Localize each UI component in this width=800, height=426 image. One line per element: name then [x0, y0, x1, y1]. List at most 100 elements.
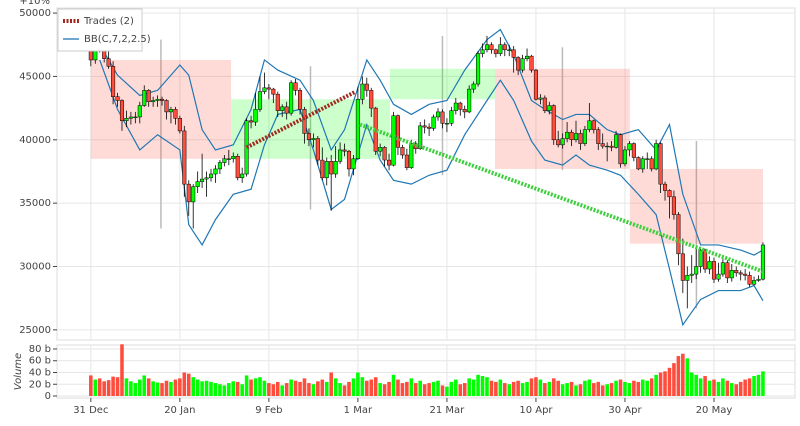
- candle-body: [596, 129, 601, 144]
- volume-bar: [716, 381, 721, 397]
- volume-bar: [186, 373, 191, 397]
- candle-body: [346, 150, 352, 170]
- candle-body: [222, 158, 227, 163]
- candle-body: [315, 138, 320, 161]
- volume-bar: [400, 383, 405, 397]
- candle-body: [573, 133, 579, 141]
- candle-body: [400, 147, 405, 156]
- volume-bar: [507, 384, 512, 397]
- volume-bar: [689, 372, 694, 397]
- volume-bar: [173, 379, 178, 397]
- volume-bar: [275, 381, 280, 397]
- volume-bar: [155, 382, 160, 397]
- volume-bar: [445, 386, 449, 397]
- legend-label: Trades (2): [83, 16, 134, 27]
- volume-bar: [195, 379, 200, 397]
- y-tick-label: 25000: [19, 325, 51, 336]
- volume-bar: [267, 383, 271, 397]
- candle-body: [618, 134, 623, 165]
- volume-bar: [721, 378, 725, 397]
- y-tick-label: 45000: [19, 71, 51, 82]
- candle-body: [391, 115, 396, 166]
- candle-body: [404, 154, 409, 168]
- candle-body: [231, 156, 236, 160]
- volume-bar: [503, 383, 507, 397]
- candle-body: [622, 149, 627, 165]
- x-tick-label: 20 Jan: [164, 405, 195, 416]
- volume-bar: [436, 380, 440, 397]
- y-tick-label: 30000: [19, 262, 51, 273]
- y-tick-label: 80 b: [29, 344, 51, 355]
- candle-body: [547, 105, 552, 111]
- candle-body: [658, 143, 663, 185]
- volume-bar: [560, 384, 565, 397]
- volume-bar: [164, 380, 169, 397]
- volume-bar: [587, 379, 592, 397]
- candle-body: [235, 156, 240, 179]
- volume-bar: [658, 372, 663, 397]
- volume-bar: [329, 372, 333, 397]
- volume-bar: [146, 378, 151, 397]
- candle-body: [435, 111, 441, 118]
- volume-bar: [592, 383, 596, 397]
- candle-body: [565, 131, 570, 139]
- volume-bar: [476, 374, 480, 397]
- volume-bar: [244, 375, 249, 397]
- x-tick-label: 1 Mar: [344, 405, 373, 416]
- volume-bar: [703, 376, 707, 397]
- candle-body: [213, 168, 218, 175]
- y-tick-label: 40000: [19, 135, 51, 146]
- candle-body: [240, 173, 245, 179]
- volume-bar: [133, 383, 138, 397]
- candle-body: [449, 110, 454, 124]
- volume-bar: [356, 372, 360, 397]
- candle-body: [409, 143, 414, 168]
- x-tick-label: 20 May: [696, 405, 733, 416]
- volume-bar: [565, 383, 569, 397]
- volume-bar: [231, 381, 236, 397]
- candle-body: [747, 275, 752, 285]
- candle-body: [133, 116, 138, 119]
- volume-bar: [178, 378, 182, 397]
- candle-body: [137, 105, 142, 118]
- candle-body: [387, 159, 392, 166]
- volume-bar: [498, 379, 503, 397]
- candle-body: [614, 134, 619, 148]
- volume-bar: [124, 378, 129, 397]
- candle-body: [636, 157, 641, 170]
- volume-bar: [534, 377, 538, 397]
- candle-body: [369, 90, 374, 109]
- volume-bar: [106, 380, 111, 397]
- volume-bar: [213, 383, 218, 397]
- volume-bar: [734, 384, 739, 397]
- volume-bar: [516, 380, 520, 397]
- volume-bar: [89, 375, 93, 397]
- volume-bar: [102, 381, 106, 397]
- volume-bar: [142, 375, 147, 397]
- volume-bar: [129, 381, 133, 397]
- candle-body: [266, 87, 271, 90]
- candle-body: [453, 102, 458, 111]
- volume-bar: [387, 381, 391, 397]
- candle-body: [427, 126, 432, 129]
- candle-body: [720, 262, 725, 275]
- volume-bar: [667, 367, 672, 397]
- volume-bar: [640, 379, 645, 397]
- volume-bar: [654, 374, 658, 397]
- candle-body: [329, 161, 334, 175]
- volume-bar: [413, 383, 418, 397]
- volume-bar: [427, 383, 431, 397]
- volume-bar: [262, 380, 267, 397]
- volume-bar: [543, 383, 547, 397]
- volume-bar: [298, 381, 302, 397]
- volume-bar: [409, 378, 414, 397]
- volume-bar: [649, 378, 654, 397]
- candle-body: [364, 83, 369, 91]
- plot-frame: [56, 344, 796, 399]
- volume-bar: [578, 384, 583, 397]
- volume-bar: [253, 378, 258, 397]
- volume-bar: [730, 383, 734, 397]
- candle-body: [378, 147, 383, 152]
- period-bar: [231, 99, 390, 159]
